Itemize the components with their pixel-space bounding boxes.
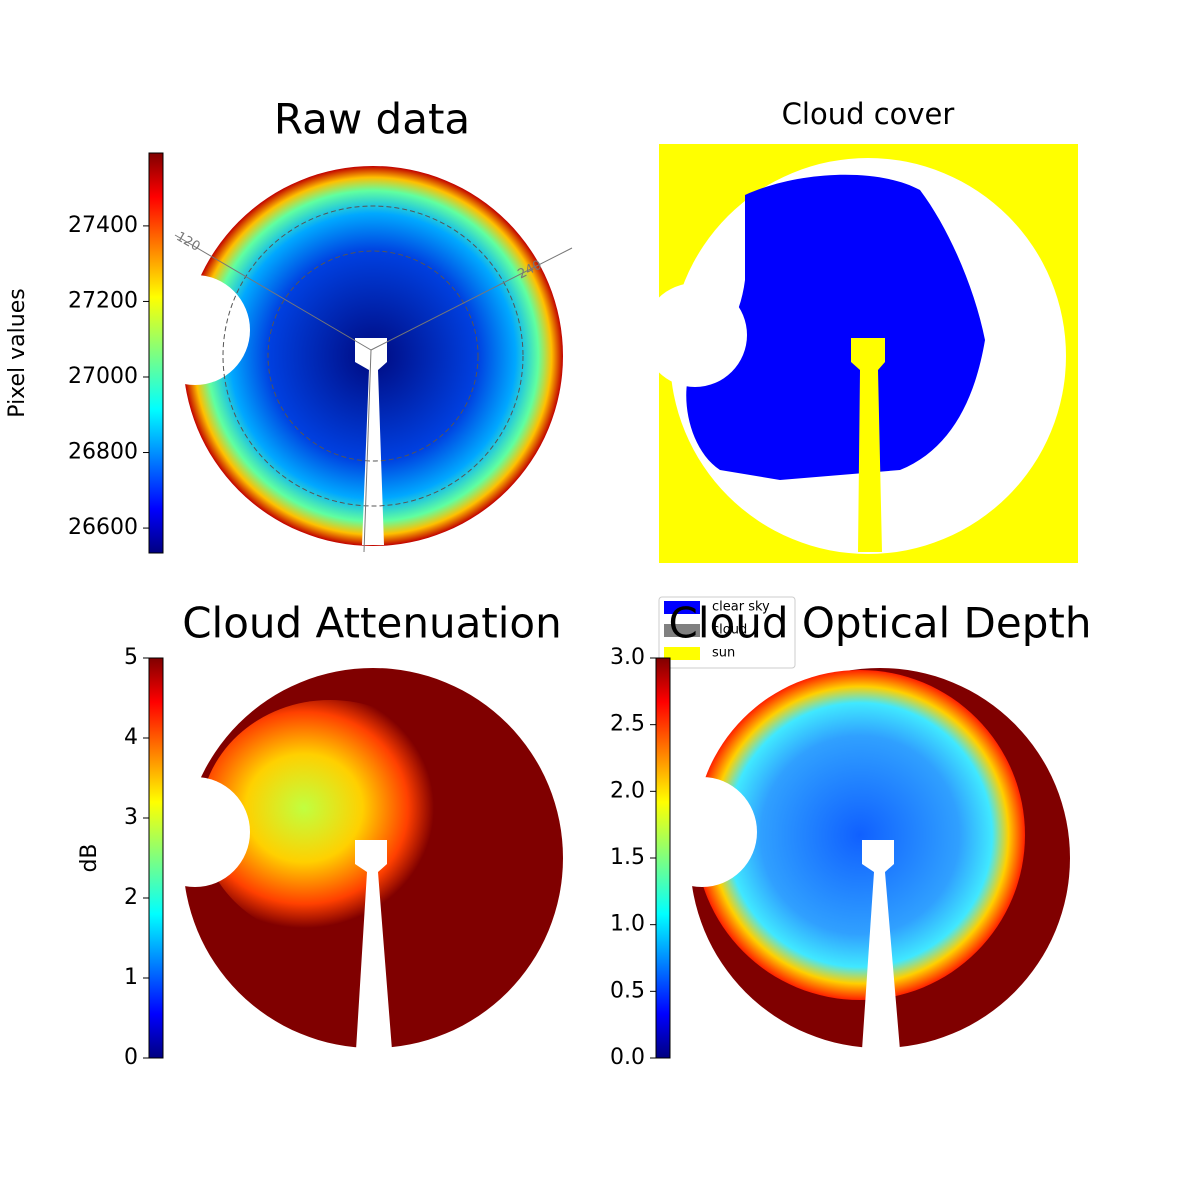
colorbar-tick-label: 2 — [124, 885, 138, 910]
legend-label: sun — [712, 646, 735, 661]
legend-label: cloud — [712, 623, 747, 638]
legend-label: clear sky — [712, 600, 770, 615]
colorbar-label: Pixel values — [5, 288, 30, 417]
colorbar-tick-label: 27400 — [68, 213, 138, 238]
colorbar-tick-label: 1.5 — [610, 845, 645, 870]
colorbar-tick-label: 4 — [124, 725, 138, 750]
colorbar-tick-label: 26600 — [68, 515, 138, 540]
colorbar-tick-label: 1 — [124, 965, 138, 990]
colorbar-tick-label: 27200 — [68, 288, 138, 313]
colorbar-tick-label: 26800 — [68, 440, 138, 465]
chart-title: Cloud Optical Depth — [669, 599, 1092, 648]
raw-image — [140, 166, 573, 553]
colorbar — [148, 152, 164, 554]
colorbar-tick-label: 27000 — [68, 364, 138, 389]
legend: clear sky cloud sun — [658, 596, 796, 669]
colorbar-tick-label: 3.0 — [610, 645, 645, 670]
colorbar-label: dB — [77, 843, 102, 872]
colorbar-tick-label: 5 — [124, 645, 138, 670]
legend-swatch — [664, 624, 700, 637]
colorbar-tick-label: 2.5 — [610, 712, 645, 737]
attenuation-image — [140, 668, 563, 1050]
legend-swatch — [664, 647, 700, 660]
colorbar — [655, 657, 671, 1059]
chart-title: Raw data — [274, 95, 470, 144]
optical-depth-image — [647, 668, 1070, 1050]
chart-title: Cloud Attenuation — [182, 599, 562, 648]
colorbar-tick-label: 0.0 — [610, 1045, 645, 1070]
chart-title: Cloud cover — [782, 97, 955, 131]
colorbar-tick-label: 3 — [124, 805, 138, 830]
colorbar-tick-label: 0 — [124, 1045, 138, 1070]
colorbar-tick-label: 2.0 — [610, 778, 645, 803]
legend-swatch — [664, 601, 700, 614]
colorbar-tick-label: 0.5 — [610, 978, 645, 1003]
colorbar-tick-label: 1.0 — [610, 912, 645, 937]
annotation: 120 — [173, 229, 202, 254]
cloud-cover-image — [643, 144, 1078, 563]
colorbar — [148, 657, 164, 1059]
